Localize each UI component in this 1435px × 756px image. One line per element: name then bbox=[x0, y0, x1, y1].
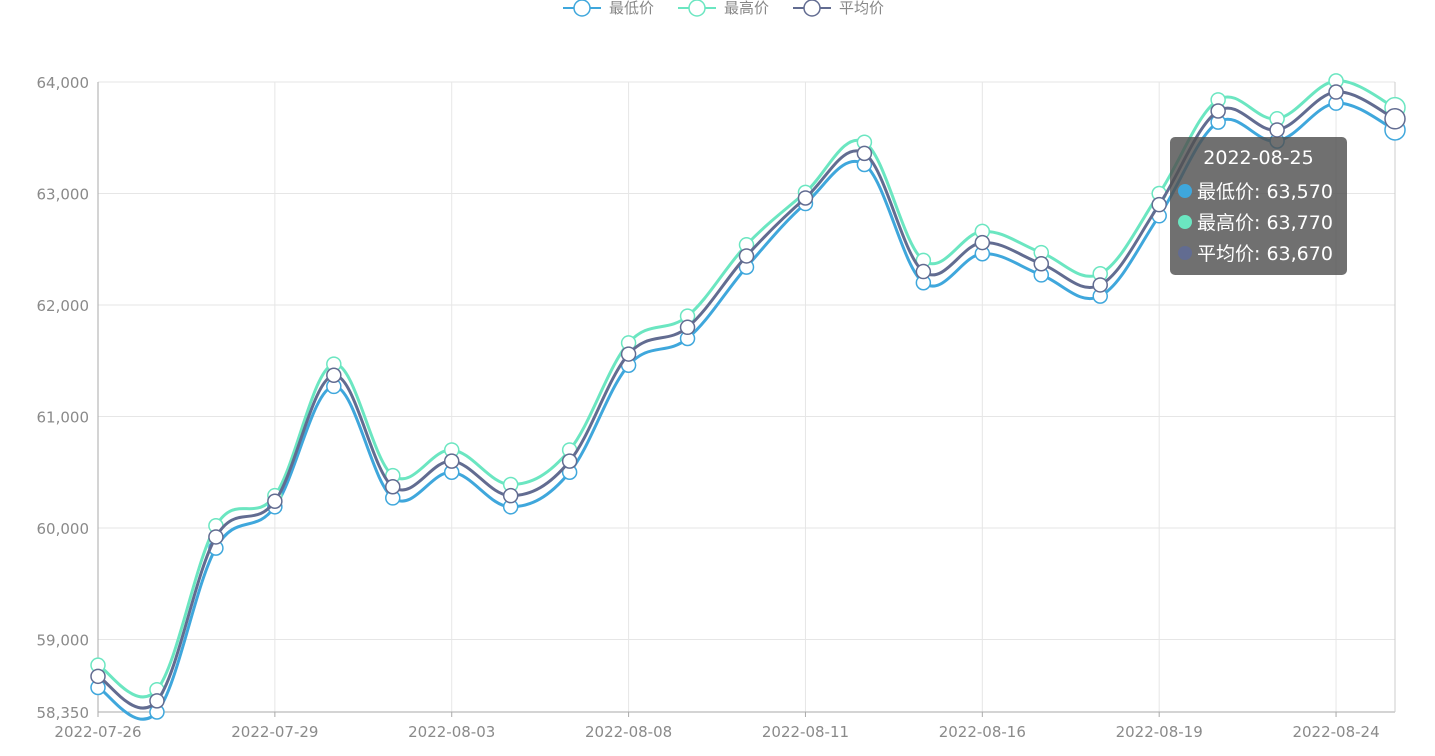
tooltip-dot-avg bbox=[1178, 245, 1192, 260]
data-point-avg[interactable] bbox=[208, 529, 224, 545]
x-tick-label: 2022-08-24 bbox=[1292, 723, 1379, 741]
series-layer bbox=[90, 73, 1406, 721]
data-point-avg[interactable] bbox=[90, 668, 106, 685]
data-point-avg[interactable] bbox=[502, 487, 519, 504]
tooltip: 2022-08-25 最低价: 63,570 最高价: 63,770 平均价: … bbox=[1170, 137, 1347, 275]
y-tick-label: 58,350 bbox=[37, 704, 90, 722]
axes: 58,350 59,000 60,000 61,000 62,000 63,000 64,0… bbox=[37, 74, 1396, 741]
x-tick-label: 2022-08-03 bbox=[408, 723, 495, 741]
legend-item-avg[interactable]: 平均价 bbox=[793, 0, 884, 17]
data-point-avg[interactable] bbox=[326, 367, 342, 384]
data-point-avg[interactable] bbox=[443, 453, 460, 469]
legend-item-high[interactable]: 最高价 bbox=[678, 0, 769, 17]
data-point-avg[interactable] bbox=[1328, 84, 1344, 100]
grid-lines bbox=[98, 81, 1395, 712]
y-tick-label: 63,000 bbox=[37, 186, 90, 204]
x-tick-label: 2022-08-08 bbox=[585, 723, 672, 741]
legend[interactable]: 最低价 最高价 平均价 bbox=[563, 0, 884, 17]
legend-label: 最低价 bbox=[609, 0, 654, 17]
legend-marker bbox=[803, 0, 821, 17]
legend-item-low[interactable]: 最低价 bbox=[563, 0, 654, 17]
legend-marker bbox=[688, 0, 706, 17]
y-tick-label: 64,000 bbox=[37, 74, 90, 92]
y-tick-label: 60,000 bbox=[37, 520, 90, 538]
data-point-avg[interactable] bbox=[1151, 196, 1167, 213]
data-point-avg[interactable] bbox=[267, 493, 283, 510]
legend-label: 平均价 bbox=[839, 0, 884, 17]
data-point-avg[interactable] bbox=[738, 248, 755, 264]
tooltip-row-avg: 平均价: 63,670 bbox=[1178, 237, 1339, 268]
data-point-avg[interactable] bbox=[620, 346, 637, 362]
data-point-avg[interactable] bbox=[797, 190, 814, 206]
x-tick-label: 2022-08-19 bbox=[1116, 723, 1203, 741]
tooltip-row-high: 最高价: 63,770 bbox=[1178, 206, 1339, 237]
y-tick-label: 59,000 bbox=[37, 632, 90, 650]
data-point-avg[interactable] bbox=[1033, 256, 1050, 272]
x-tick-label: 2022-07-29 bbox=[231, 723, 318, 741]
x-tick-label: 2022-08-11 bbox=[762, 723, 849, 741]
legend-marker bbox=[573, 0, 591, 17]
data-point-avg[interactable] bbox=[1210, 103, 1226, 119]
data-point-avg[interactable] bbox=[679, 319, 696, 336]
data-point-avg[interactable] bbox=[1269, 122, 1285, 138]
tooltip-dot-high bbox=[1178, 214, 1192, 229]
data-point-avg[interactable] bbox=[1092, 277, 1108, 293]
tooltip-title: 2022-08-25 bbox=[1203, 147, 1314, 169]
data-point-avg[interactable] bbox=[915, 263, 932, 280]
tooltip-label-high: 最高价: 63,770 bbox=[1197, 212, 1333, 234]
x-tick-label: 2022-07-26 bbox=[54, 723, 141, 741]
tooltip-dot-low bbox=[1178, 183, 1192, 198]
tooltip-row-low: 最低价: 63,570 bbox=[1178, 175, 1339, 206]
data-point-avg[interactable] bbox=[856, 145, 873, 162]
data-point-avg[interactable] bbox=[974, 234, 991, 251]
x-tick-label: 2022-08-16 bbox=[939, 723, 1026, 741]
tooltip-label-avg: 平均价: 63,670 bbox=[1197, 243, 1333, 265]
series-avg bbox=[90, 84, 1406, 710]
data-point-avg[interactable] bbox=[1384, 108, 1406, 130]
y-tick-label: 62,000 bbox=[37, 297, 90, 315]
data-point-avg[interactable] bbox=[385, 479, 401, 495]
tooltip-label-low: 最低价: 63,570 bbox=[1197, 181, 1333, 203]
data-point-avg[interactable] bbox=[149, 693, 165, 709]
y-tick-label: 61,000 bbox=[37, 409, 90, 427]
data-point-avg[interactable] bbox=[561, 453, 578, 469]
legend-label: 最高价 bbox=[724, 0, 769, 17]
